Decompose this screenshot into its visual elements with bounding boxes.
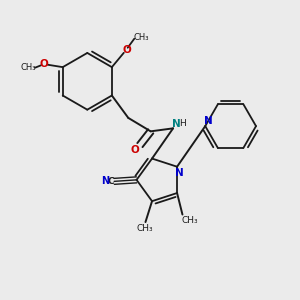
Text: H: H xyxy=(179,119,185,128)
Text: CH₃: CH₃ xyxy=(136,224,153,232)
Text: N: N xyxy=(172,118,180,129)
Text: O: O xyxy=(40,59,48,69)
Text: N: N xyxy=(204,116,213,126)
Text: N: N xyxy=(175,168,184,178)
Text: O: O xyxy=(131,145,140,155)
Text: CH₃: CH₃ xyxy=(133,33,148,42)
Text: O: O xyxy=(122,44,131,55)
Text: CH₃: CH₃ xyxy=(182,216,198,225)
Text: N: N xyxy=(101,176,109,186)
Text: CH₃: CH₃ xyxy=(21,63,36,72)
Text: C: C xyxy=(108,177,115,186)
